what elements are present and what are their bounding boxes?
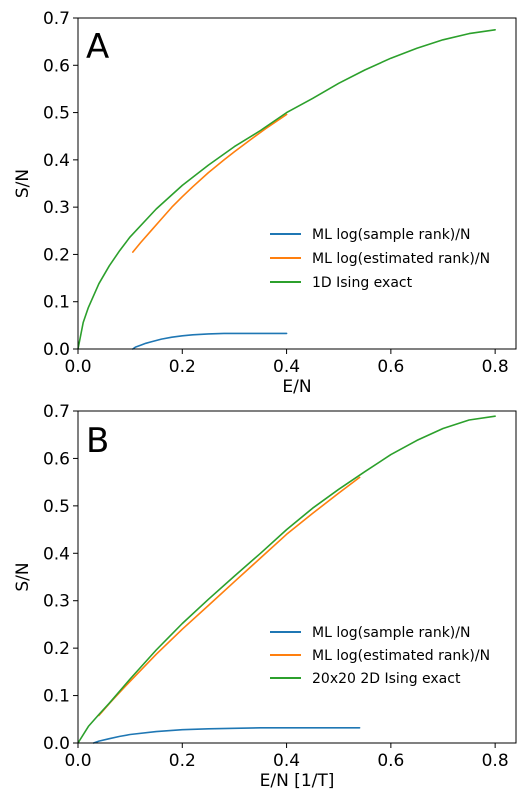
panel-b-y-tick-label: 0.2 [43, 639, 70, 659]
panel-b-x-tick-label: 0.4 [273, 751, 300, 771]
panel-a-legend-label-2: ML log(estimated rank)/N [312, 251, 490, 267]
panel-b-legend-label-1: ML log(sample rank)/N [312, 625, 470, 641]
panel-b-x-tick-label: 0.6 [377, 751, 404, 771]
panel-a-y-tick-label: 0.1 [43, 293, 70, 313]
panel-b-x-tick-label: 0.8 [482, 751, 509, 771]
panel-b-panel-label: B [86, 421, 109, 461]
panel-a-series-line-3 [77, 29, 496, 350]
panel-a-series-line-2 [132, 113, 288, 253]
panel-a-plot-frame [77, 17, 517, 350]
panel-a-x-tick-label: 0.2 [169, 357, 196, 377]
panel-a-y-tick-label: 0.4 [43, 151, 70, 171]
panel-a-y-tick-label: 0.7 [43, 9, 70, 29]
panel-a-y-axis-label: S/N [13, 169, 33, 198]
panel-b-y-tick-label: 0.5 [43, 497, 70, 517]
panel-b-y-tick-label: 0.7 [43, 402, 70, 422]
panel-b-legend-label-2: ML log(estimated rank)/N [312, 648, 490, 664]
panel-a-y-tick-label: 0.2 [43, 245, 70, 265]
panel-a-legend-label-3: 1D Ising exact [312, 275, 413, 291]
panel-b-x-tick-label: 0.0 [64, 751, 91, 771]
panel-b-x-tick-label: 0.2 [169, 751, 196, 771]
panel-b-plot-frame [77, 410, 517, 744]
panel-b-y-tick-label: 0.6 [43, 449, 70, 469]
panel-a-x-tick-label: 0.4 [273, 357, 300, 377]
panel-a-y-tick-label: 0.6 [43, 56, 70, 76]
panel-b-y-tick-label: 0.1 [43, 687, 70, 707]
panel-b-y-tick-label: 0.4 [43, 544, 70, 564]
panel-b-y-axis-label: S/N [13, 562, 33, 591]
panel-b-y-tick-label: 0.3 [43, 592, 70, 612]
panel-b-x-axis-label: E/N [1/T] [260, 771, 335, 791]
panel-a-x-axis-label: E/N [282, 377, 311, 397]
panel-a-legend-label-1: ML log(sample rank)/N [312, 227, 470, 243]
panel-a-y-tick-label: 0.0 [43, 340, 70, 360]
panel-a-y-tick-label: 0.3 [43, 198, 70, 218]
panel-b-legend-label-3: 20x20 2D Ising exact [312, 671, 461, 687]
panel-a-x-tick-label: 0.0 [64, 357, 91, 377]
panel-b-y-tick-label: 0.0 [43, 734, 70, 754]
panel-a-x-tick-label: 0.8 [482, 357, 509, 377]
panel-b-series-line-1 [92, 727, 361, 744]
panel-a-y-tick-label: 0.5 [43, 104, 70, 124]
panel-a-x-tick-label: 0.6 [377, 357, 404, 377]
panel-a-series-line-1 [132, 332, 288, 350]
panel-b-series-line-3 [77, 415, 496, 744]
panel-a-panel-label: A [86, 27, 109, 67]
